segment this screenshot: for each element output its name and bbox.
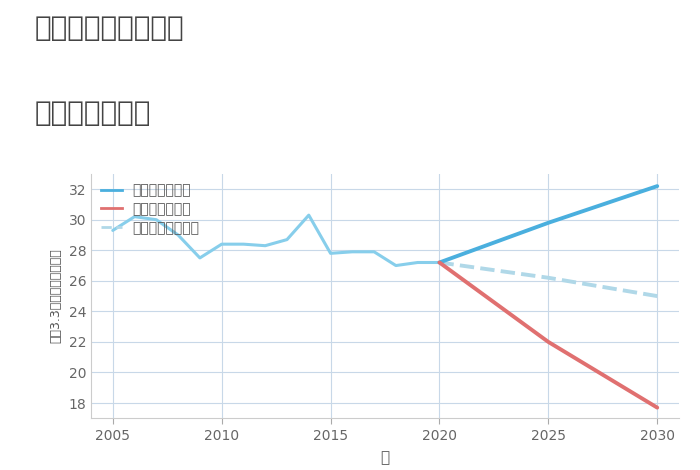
Text: 土地の価格推移: 土地の価格推移 <box>35 99 151 127</box>
Legend: グッドシナリオ, バッドシナリオ, ノーマルシナリオ: グッドシナリオ, バッドシナリオ, ノーマルシナリオ <box>98 181 202 238</box>
Text: 千葉県市原市荻作の: 千葉県市原市荻作の <box>35 14 185 42</box>
Y-axis label: 坪（3.3㎡）単価（万円）: 坪（3.3㎡）単価（万円） <box>50 249 63 344</box>
X-axis label: 年: 年 <box>380 450 390 465</box>
